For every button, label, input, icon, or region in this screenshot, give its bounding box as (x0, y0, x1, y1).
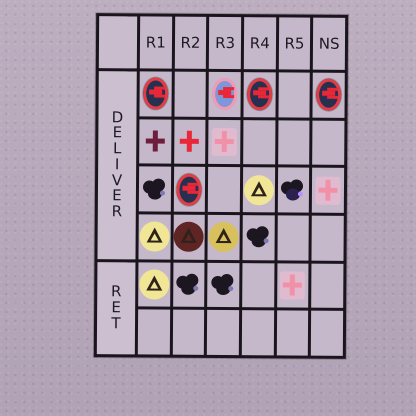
grid-cell-r1-row4 (138, 214, 171, 260)
column-header-r2: R2 (174, 16, 207, 69)
grid-cell-ns-row4 (311, 215, 344, 261)
yellow-triangle-icon (139, 269, 170, 300)
black-blob-icon (244, 225, 272, 249)
grid-cell-r2-row2 (173, 119, 206, 165)
red-cross-egg-icon (246, 78, 273, 111)
grid-cell-r5-row5 (276, 263, 309, 308)
grid-cell-ns-row6 (311, 310, 344, 356)
grid-cell-r4-row2 (243, 119, 276, 165)
grid-cell-r4-row4 (242, 215, 275, 261)
pink-cross-icon (280, 271, 306, 300)
grid-cell-r2-row1 (174, 71, 207, 117)
pink-cross-icon (211, 127, 238, 157)
grid-cell-r5-row6 (276, 310, 309, 356)
red-cross-egg-icon (316, 78, 342, 112)
grid-cell-r2-row3 (173, 166, 206, 212)
grid-cell-ns-row5 (311, 263, 344, 309)
grid-cell-r5-row4 (277, 215, 310, 261)
grid-cell-r3-row1 (208, 71, 241, 117)
grid-cell-r2-row5 (172, 262, 205, 308)
grid-cell-r4-row6 (241, 310, 274, 356)
deliver-label-text: D E L I V E R (111, 107, 124, 221)
grid-cell-r5-row3 (277, 167, 310, 213)
yellow-triangle-icon (243, 174, 274, 206)
pink-cross-icon (315, 176, 341, 205)
black-blob-icon (141, 177, 169, 201)
grid-cell-r1-row5 (138, 262, 171, 307)
column-header-r3: R3 (209, 16, 242, 70)
deliver-label: D E L I V E R (97, 71, 137, 260)
column-header-r4: R4 (243, 17, 276, 70)
column-header-ns: NS (313, 17, 346, 70)
red-cross-egg-icon (176, 173, 203, 206)
grid-cell-r1-row1 (139, 71, 172, 117)
grid-cell-r2-row4 (173, 214, 206, 260)
yellow-triangle-icon (139, 221, 170, 252)
grid-cell-ns-row2 (312, 120, 345, 166)
grid-cell-r3-row6 (207, 310, 240, 356)
grid-cell-r3-row4 (207, 214, 240, 260)
grid-cell-r3-row2 (208, 119, 241, 165)
grid-cell-r4-row3 (242, 167, 275, 213)
corner-cell (98, 16, 138, 69)
red-cross-egg-icon (142, 77, 169, 110)
grid-cell-r1-row3 (138, 166, 171, 212)
purple-blob-icon (279, 178, 307, 202)
grid-cell-r4-row1 (243, 72, 276, 118)
ret-label: R E T (96, 261, 136, 355)
red-cross-icon (177, 128, 202, 156)
black-blob-icon (175, 273, 203, 297)
grid-cell-ns-row3 (312, 167, 345, 213)
column-header-r1: R1 (139, 16, 172, 69)
grid-cell-r5-row2 (277, 120, 310, 165)
grid-cell-ns-row1 (312, 72, 345, 118)
ret-label-text: R E T (110, 282, 122, 333)
pink-cross-egg-icon (212, 78, 238, 111)
dark-triangle-icon (174, 222, 205, 253)
grid-cell-r1-row6 (137, 309, 170, 355)
black-blob-icon (209, 273, 237, 297)
grid-cell-r1-row2 (139, 119, 172, 164)
grid-cell-r2-row6 (172, 309, 205, 355)
dark-cross-icon (143, 127, 168, 155)
grid-cell-r3-row5 (207, 262, 240, 308)
grid-cell-r3-row3 (208, 167, 241, 213)
chart-grid: R1 R2 R3 R4 R5 NS D E L I V E R R E T (93, 13, 349, 359)
grid-cell-r4-row5 (242, 262, 275, 308)
gold-triangle-icon (208, 222, 239, 253)
grid-cell-r5-row1 (278, 72, 311, 118)
column-header-r5: R5 (278, 17, 311, 70)
